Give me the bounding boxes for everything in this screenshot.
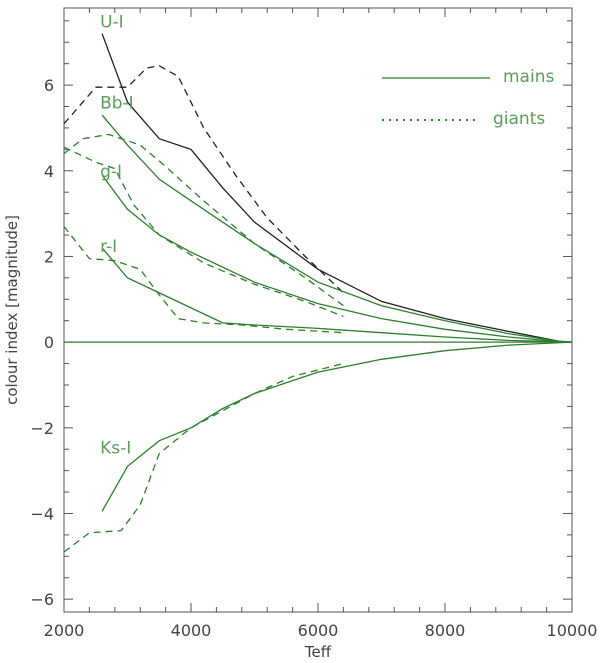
series-r-i-mains — [101, 247, 573, 343]
series-g-i-giants — [63, 146, 344, 318]
y-tick-label: 6 — [44, 76, 54, 95]
y-tick-label: 0 — [44, 333, 54, 352]
axes: 2000 4000 6000 8000 10000 −6 −4 −2 0 2 4 6 Teff co… — [3, 7, 598, 661]
x-axis: 2000 4000 6000 8000 10000 — [44, 8, 598, 640]
series-r-i-giants — [63, 226, 344, 334]
y-tick-label: −4 — [30, 504, 54, 523]
y-tick-label: −6 — [30, 590, 54, 609]
series-u-i-giants — [63, 65, 344, 294]
series-layer — [63, 33, 573, 553]
curve-label: U-I — [100, 12, 124, 32]
y-tick-label: 2 — [44, 247, 54, 266]
series-ks-i-mains — [101, 341, 573, 512]
y-tick-label: −2 — [30, 419, 54, 438]
series-bb-i-giants — [63, 133, 344, 307]
series-ks-i-giants — [63, 362, 344, 553]
series-g-i-mains — [101, 174, 573, 343]
legend: mains giants — [382, 67, 554, 129]
curve-labels: U-I Bb-I g-I r-I Ks-I — [100, 12, 134, 458]
x-tick-label: 6000 — [298, 621, 339, 640]
x-tick-label: 4000 — [171, 621, 212, 640]
legend-mains-label: mains — [503, 67, 554, 87]
x-axis-label: Teff — [304, 643, 332, 661]
legend-giants-label: giants — [493, 109, 545, 129]
curve-label: Bb-I — [100, 94, 134, 114]
curve-label: Ks-I — [100, 439, 131, 459]
y-tick-label: 4 — [44, 162, 54, 181]
x-tick-label: 10000 — [547, 621, 598, 640]
series-bb-i-mains — [101, 114, 573, 343]
curve-label: r-I — [100, 237, 117, 257]
y-axis-label: colour index [magnitude] — [3, 215, 21, 405]
x-tick-label: 2000 — [44, 621, 85, 640]
series-u-i-mains — [101, 33, 573, 343]
x-tick-label: 8000 — [425, 621, 466, 640]
plot-frame — [63, 7, 573, 613]
curve-label: g-I — [100, 162, 122, 182]
